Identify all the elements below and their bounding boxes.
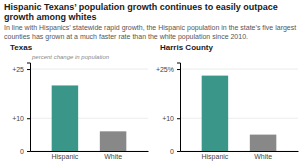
grid-line [30, 118, 148, 119]
y-axis-line [27, 63, 31, 152]
grid-line [30, 151, 148, 152]
x-tick: White [254, 151, 272, 160]
y-tick-mark [27, 69, 30, 70]
panel-title: Texas [10, 43, 33, 52]
grid-line [180, 151, 298, 152]
y-tick-mark [27, 151, 30, 152]
subtitle-line: In line with Hispanics’ statewide rapid … [4, 24, 298, 32]
x-tick: Hispanic [201, 151, 228, 161]
bar [250, 135, 276, 151]
bars [52, 85, 127, 151]
x-axis: Hispanic White [31, 151, 149, 161]
y-axis: 0 +10 +25 [12, 63, 30, 155]
panel-title: Harris County [160, 43, 213, 52]
x-axis-line [31, 151, 149, 152]
x-tick-label: Hispanic [51, 153, 78, 161]
y-tick-mark [177, 118, 180, 119]
x-tick: White [104, 151, 122, 160]
y-tick: +10 [12, 115, 30, 122]
grid [30, 69, 148, 151]
y-tick-label: +25% [156, 66, 174, 73]
x-tick-label: White [254, 153, 272, 160]
y-tick: +25 [12, 66, 30, 73]
x-axis: Hispanic White [181, 151, 299, 161]
panel: 0 +10 +25 Hispanic White Texas percent change … [10, 43, 149, 161]
annotation: percent change in population [31, 54, 110, 60]
grid-line [180, 69, 298, 70]
title-line: Hispanic Texans’ population growth conti… [4, 2, 280, 12]
grid-line [30, 69, 148, 70]
y-tick-label: +10 [12, 115, 24, 122]
x-tick: Hispanic [51, 151, 78, 161]
y-tick-mark [177, 69, 180, 70]
bar [52, 85, 78, 151]
grid [180, 69, 298, 151]
title: Hispanic Texans’ population growth conti… [4, 2, 280, 22]
y-axis: 0 +10 +25% [156, 63, 181, 155]
y-tick-label: 0 [20, 148, 24, 155]
x-tick-label: White [104, 153, 122, 160]
y-tick-label: 0 [170, 148, 174, 155]
y-tick: 0 [20, 148, 30, 155]
title-line: growth among whites [4, 12, 97, 22]
y-tick: +10 [162, 115, 180, 122]
x-tick-label: Hispanic [201, 153, 228, 161]
y-tick-mark [27, 118, 30, 119]
bar [100, 131, 126, 151]
grid-line [180, 118, 298, 119]
y-tick-label: +25 [12, 66, 24, 73]
subtitle-line: counties has grown at a much faster rate… [4, 33, 248, 41]
y-tick-label: +10 [162, 115, 174, 122]
subtitle: In line with Hispanics’ statewide rapid … [4, 24, 298, 41]
y-tick-mark [177, 151, 180, 152]
y-tick: 0 [170, 148, 180, 155]
panel: 0 +10 +25% Hispanic White Harris County [156, 43, 299, 161]
x-axis-line [181, 151, 299, 152]
bars [202, 76, 277, 151]
bar [202, 76, 228, 151]
chart: Hispanic Texans’ population growth conti… [0, 0, 306, 165]
y-axis-line [177, 63, 181, 152]
y-tick: +25% [156, 66, 180, 73]
